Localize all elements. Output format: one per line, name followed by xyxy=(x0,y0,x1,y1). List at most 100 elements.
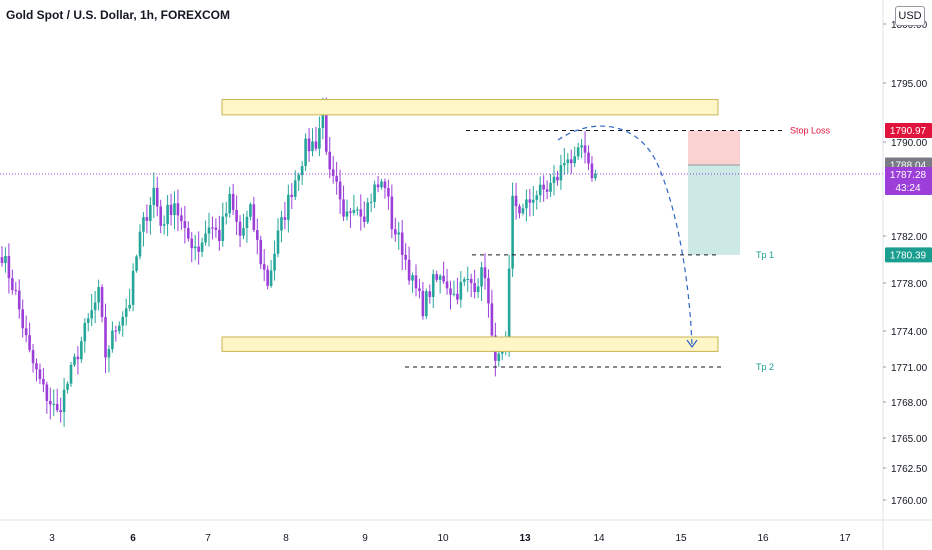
time-axis[interactable]: 3 6 7 8 9 10 13 14 15 16 17 xyxy=(0,519,932,544)
candle-body xyxy=(418,288,421,291)
candle-body xyxy=(121,316,125,326)
candle-body xyxy=(200,242,204,252)
candle-body xyxy=(228,193,231,214)
candle-body xyxy=(487,278,490,304)
candle-body xyxy=(21,309,24,329)
support-zone xyxy=(221,336,719,352)
candle-body xyxy=(131,270,135,305)
stop-loss-label: Stop Loss xyxy=(790,126,831,136)
candle-body xyxy=(507,268,511,346)
candle-body xyxy=(456,293,459,300)
currency-button[interactable]: USD xyxy=(895,6,925,26)
candle-body xyxy=(538,184,542,196)
price-label-current xyxy=(885,166,932,195)
candle-body xyxy=(187,228,190,239)
price-label-text-current: 1787.28 xyxy=(890,170,927,181)
candle-body xyxy=(521,208,525,214)
tp2-label: Tp 2 xyxy=(756,362,774,372)
candle-body xyxy=(400,232,404,255)
candle-body xyxy=(59,410,62,413)
candle-body xyxy=(325,110,328,152)
candle-body xyxy=(4,255,7,264)
candle-body xyxy=(90,310,93,319)
price-label-stop xyxy=(885,123,932,139)
candle-body xyxy=(231,193,235,210)
time-tick-label: 16 xyxy=(757,533,769,544)
candle-body xyxy=(580,145,583,148)
candle-body xyxy=(55,404,59,411)
candle-body xyxy=(307,138,311,152)
candle-body xyxy=(14,290,18,292)
candle-body xyxy=(155,187,159,207)
candle-body xyxy=(566,159,570,164)
candle-body xyxy=(287,194,290,220)
candle-body xyxy=(190,238,194,249)
candle-body xyxy=(383,181,387,189)
bar-countdown: 43:24 xyxy=(895,183,920,194)
candle-body xyxy=(318,128,321,149)
candle-body xyxy=(204,233,207,243)
candle-body xyxy=(587,152,590,164)
candle-body xyxy=(552,176,556,183)
candle-body xyxy=(86,318,90,323)
candle-body xyxy=(273,253,276,271)
candle-body xyxy=(518,206,521,214)
candle-body xyxy=(380,181,383,188)
candle-body xyxy=(297,174,300,181)
candle-body xyxy=(235,209,238,222)
price-label-text-stop: 1790.97 xyxy=(890,126,927,137)
candle-body xyxy=(173,203,176,215)
candle-body xyxy=(142,217,145,232)
time-tick-label: 7 xyxy=(205,533,211,544)
candle-body xyxy=(563,163,566,166)
candle-body xyxy=(183,221,187,229)
candle-body xyxy=(304,138,307,167)
candle-body xyxy=(590,163,594,179)
time-tick-label: 6 xyxy=(130,533,136,544)
candle-body xyxy=(76,356,80,360)
candle-body xyxy=(359,209,363,217)
candle-body xyxy=(397,232,401,235)
candle-body xyxy=(414,275,418,289)
candle-body xyxy=(293,180,297,197)
candle-body xyxy=(252,204,256,231)
candle-body xyxy=(442,275,445,282)
candle-body xyxy=(0,257,4,264)
candle-body xyxy=(259,239,263,265)
candle-body xyxy=(369,201,373,203)
candle-body xyxy=(338,181,342,200)
target-zone xyxy=(688,165,740,255)
candle-body xyxy=(7,255,11,279)
candle-body xyxy=(569,159,573,164)
candle-body xyxy=(35,363,38,370)
projection-arrowhead xyxy=(686,339,698,349)
candle-body xyxy=(211,227,214,229)
candle-body xyxy=(17,290,21,310)
candle-body xyxy=(356,209,359,211)
candle-body xyxy=(331,169,335,176)
tp1-label: Tp 1 xyxy=(756,250,774,260)
candle-body xyxy=(480,267,483,287)
candle-body xyxy=(152,187,156,206)
candle-body xyxy=(404,254,407,260)
candle-body xyxy=(449,288,452,295)
candle-body xyxy=(545,189,549,192)
candle-body xyxy=(314,141,318,149)
candle-body xyxy=(594,173,597,179)
candles-layer xyxy=(0,97,597,427)
candle-body xyxy=(376,184,380,188)
candle-body xyxy=(542,184,545,190)
candle-body xyxy=(118,325,121,332)
price-tick-label: 1790.00 xyxy=(891,138,928,149)
price-tick-label: 1778.00 xyxy=(891,279,928,290)
price-label-text-tp: 1780.39 xyxy=(890,250,927,261)
candle-body xyxy=(193,246,197,249)
candle-body xyxy=(38,369,42,380)
price-axis[interactable]: 1760.00 1762.50 1765.00 1768.00 1771.00 1774.… xyxy=(882,0,928,550)
candle-body xyxy=(104,317,107,358)
time-tick-label: 17 xyxy=(839,533,851,544)
candle-body xyxy=(162,224,166,226)
candle-body xyxy=(411,275,414,281)
candle-body xyxy=(169,204,173,215)
